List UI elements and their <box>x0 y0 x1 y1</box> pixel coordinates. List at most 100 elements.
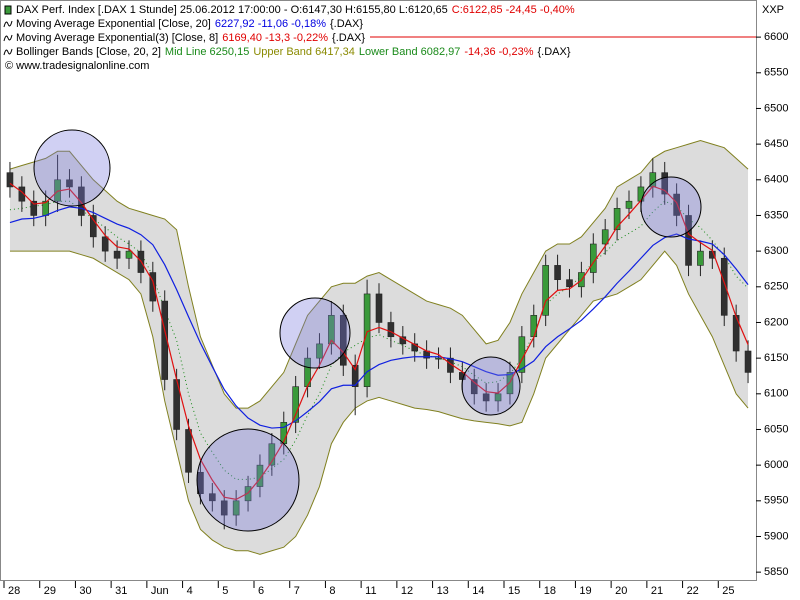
y-tick-label: 6350 <box>764 209 788 221</box>
plot-frame <box>0 0 757 581</box>
y-tick-label: 6100 <box>764 388 788 400</box>
x-tick-label: 8 <box>329 585 335 597</box>
y-tick-label: 6500 <box>764 102 788 114</box>
legend-line: Bollinger Bands [Close, 20, 2] Mid Line 6… <box>16 46 571 58</box>
candle-body <box>375 293 383 323</box>
y-tick-label: 6050 <box>764 423 788 435</box>
candle-body <box>78 186 85 216</box>
y-tick-label: 5900 <box>764 530 788 542</box>
candle-body <box>6 172 14 188</box>
legend-line: Moving Average Exponential [Close, 20] 62… <box>16 18 363 30</box>
candle-body <box>673 193 680 216</box>
x-tick-label: 12 <box>401 585 413 597</box>
candle-body <box>244 486 252 502</box>
candle-body <box>316 343 323 359</box>
candle-body <box>209 493 216 502</box>
x-tick-label: 7 <box>294 585 300 597</box>
y-tick-label: 5950 <box>764 495 788 507</box>
candle-body <box>268 443 276 466</box>
circle <box>196 428 300 532</box>
legend-icon <box>3 34 13 42</box>
bollinger-lower <box>9 250 749 555</box>
candle-body <box>685 215 692 266</box>
candle-body <box>494 393 502 402</box>
candle-body <box>530 315 538 338</box>
legend-label: Bollinger Bands [Close, 20, 2] <box>16 46 161 58</box>
circle <box>640 176 702 238</box>
candle-body <box>661 172 669 195</box>
legend-readout: -14,36 -0,23% <box>464 46 533 58</box>
bollinger-upper <box>9 140 749 409</box>
y-tick-label: 6150 <box>764 352 788 364</box>
plot <box>6 140 752 555</box>
x-tick-label: 19 <box>579 585 591 597</box>
candle-body <box>542 265 549 316</box>
candle-body <box>30 200 38 216</box>
x-tick-label: 22 <box>687 585 699 597</box>
legend-readout: {.DAX} <box>538 46 571 58</box>
x-tick-label: 15 <box>508 585 520 597</box>
x-tick-label: 30 <box>79 585 91 597</box>
legend-icon <box>4 5 12 15</box>
candle-body <box>435 357 442 360</box>
header-title: DAX Perf. Index [.DAX 1 Stunde] 25.06.20… <box>16 4 448 16</box>
x-tick-label: 6 <box>258 585 264 597</box>
candle-body <box>589 243 597 273</box>
legend-readout: Lower Band 6082,97 <box>359 46 461 58</box>
y-tick-label: 6400 <box>764 174 788 186</box>
candle-body <box>101 236 109 252</box>
candle-body <box>339 315 347 366</box>
y-tick-label: 6300 <box>764 245 788 257</box>
circle <box>461 356 521 416</box>
candle-body <box>328 315 335 345</box>
candle-body <box>387 322 395 338</box>
legend-icon <box>3 48 13 56</box>
legend-readout: {.DAX} <box>332 32 365 44</box>
header-change: C:6122,85 -24,45 -0,40% <box>452 4 575 16</box>
candle-body <box>113 250 121 259</box>
y-tick-label: 6450 <box>764 138 788 150</box>
candle-body <box>292 386 299 423</box>
legend-line: Moving Average Exponential(3) [Close, 8]… <box>16 32 365 44</box>
legend-label: Moving Average Exponential [Close, 20] <box>16 18 211 30</box>
x-tick-label: 28 <box>8 585 20 597</box>
x-tick-label: 13 <box>437 585 449 597</box>
x-tick-label: 21 <box>651 585 663 597</box>
candle-body <box>149 272 157 302</box>
candle-body <box>566 279 573 288</box>
legend-readout: {.DAX} <box>330 18 363 30</box>
candle-body <box>613 208 621 231</box>
legend-label: Moving Average Exponential(3) [Close, 8] <box>16 32 218 44</box>
candle-body <box>256 464 264 487</box>
y-tick-label: 6250 <box>764 281 788 293</box>
x-tick-label: 4 <box>187 585 193 597</box>
x-tick-label: 29 <box>44 585 56 597</box>
candle-body <box>744 350 752 373</box>
highlight-circles <box>33 129 702 532</box>
legend: DAX Perf. Index [.DAX 1 Stunde] 25.06.20… <box>3 4 575 72</box>
candle-body <box>220 500 228 516</box>
legend-line: DAX Perf. Index [.DAX 1 Stunde] 25.06.20… <box>16 4 575 16</box>
y-tick-label: 6600 <box>764 31 788 43</box>
candle-body <box>625 200 633 209</box>
moving-average <box>9 206 749 429</box>
candle-body <box>185 429 192 473</box>
y-tick-label: 5850 <box>764 566 788 578</box>
candle-body <box>125 250 133 259</box>
candle-body <box>232 500 240 516</box>
moving-average <box>9 182 749 501</box>
x-tick-label: 31 <box>115 585 127 597</box>
x-tick-label: 14 <box>472 585 484 597</box>
x-tick-label: Jun <box>151 585 169 597</box>
y-tick-label: 6200 <box>764 316 788 328</box>
legend-readout: 6169,40 -13,3 -0,22% <box>222 32 328 44</box>
circle <box>279 297 351 369</box>
legend-icon <box>3 20 13 28</box>
candle-body <box>482 393 490 402</box>
x-tick-label: 18 <box>544 585 556 597</box>
y-tick-label: 6000 <box>764 459 788 471</box>
x-tick-label: 5 <box>222 585 228 597</box>
candle-body <box>411 343 419 352</box>
candle-body <box>470 379 478 395</box>
